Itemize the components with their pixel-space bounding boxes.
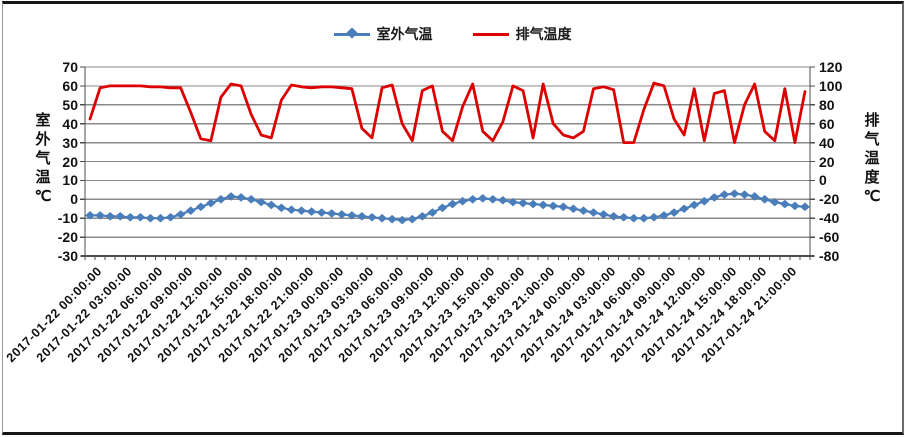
data-point-marker xyxy=(286,205,297,214)
right-axis-title: 排气温度 ℃ xyxy=(862,111,882,206)
data-point-marker xyxy=(638,213,649,223)
data-point-marker xyxy=(397,215,408,225)
legend-item-exhaust-temp: 排气温度 xyxy=(472,24,572,44)
data-point-marker xyxy=(357,212,367,221)
data-point-marker xyxy=(246,195,257,204)
data-point-marker xyxy=(296,206,307,215)
data-point-marker xyxy=(417,212,428,221)
data-point-marker xyxy=(387,214,398,224)
data-point-marker xyxy=(306,207,317,216)
data-point-marker xyxy=(105,212,116,221)
axis-title-char: 外 xyxy=(35,131,51,148)
data-point-marker xyxy=(457,196,468,206)
data-point-marker xyxy=(336,210,347,219)
data-point-marker xyxy=(699,196,710,206)
data-point-marker xyxy=(326,209,337,218)
data-point-marker xyxy=(377,213,387,223)
data-point-marker xyxy=(236,193,246,202)
data-point-marker xyxy=(487,195,498,204)
data-point-marker xyxy=(276,203,287,213)
legend-line-swatch-outdoor xyxy=(333,27,370,39)
axis-title-char: 排 xyxy=(864,112,880,129)
chart-legend: 室外气温 排气温度 xyxy=(0,24,905,44)
data-point-marker xyxy=(669,208,679,217)
data-point-marker xyxy=(729,189,740,198)
data-point-marker xyxy=(558,202,569,212)
data-point-marker xyxy=(256,197,267,207)
data-point-marker xyxy=(548,201,559,211)
data-point-marker xyxy=(85,211,95,220)
axis-title-char: 度 xyxy=(864,169,880,186)
data-point-marker xyxy=(427,208,438,217)
data-point-marker xyxy=(95,211,106,220)
legend-item-outdoor-temp: 室外气温 xyxy=(333,24,433,44)
data-point-marker xyxy=(216,195,226,204)
data-point-marker xyxy=(155,213,166,223)
data-point-marker xyxy=(407,214,418,224)
data-point-marker xyxy=(467,195,478,204)
data-point-marker xyxy=(346,211,357,220)
legend-line-swatch-exhaust xyxy=(472,32,509,36)
data-point-marker xyxy=(628,213,639,223)
data-point-marker xyxy=(518,198,528,208)
data-point-marker xyxy=(779,199,790,209)
data-point-marker xyxy=(266,200,277,210)
axis-title-char: ℃ xyxy=(34,188,52,205)
axis-title-char: 气 xyxy=(35,150,51,167)
legend-label-outdoor-temp: 室外气温 xyxy=(376,26,433,42)
data-point-marker xyxy=(649,212,659,222)
data-point-marker xyxy=(477,194,488,203)
data-point-marker xyxy=(800,202,810,212)
data-point-marker xyxy=(125,212,136,222)
data-point-marker xyxy=(175,210,186,219)
data-point-marker xyxy=(598,210,609,219)
data-point-marker xyxy=(568,204,579,214)
data-point-marker xyxy=(608,212,619,221)
legend-label-exhaust-temp: 排气温度 xyxy=(515,26,572,42)
data-point-marker xyxy=(205,198,216,208)
axis-title-char: 气 xyxy=(864,131,880,148)
data-point-marker xyxy=(588,208,599,217)
data-point-marker xyxy=(749,192,760,201)
data-point-marker xyxy=(185,206,196,215)
data-point-marker xyxy=(659,211,669,220)
data-point-marker xyxy=(165,212,176,222)
data-point-marker xyxy=(316,208,327,217)
data-point-marker xyxy=(739,190,750,199)
data-point-marker xyxy=(618,212,629,222)
data-point-marker xyxy=(367,212,377,222)
data-point-marker xyxy=(769,197,780,207)
axis-title-char: 温 xyxy=(864,150,880,167)
data-point-marker xyxy=(719,190,730,199)
axis-title-char: 温 xyxy=(35,169,51,186)
data-point-marker xyxy=(447,199,458,209)
data-point-marker xyxy=(759,195,770,204)
data-point-marker xyxy=(679,204,690,214)
data-point-marker xyxy=(538,200,549,210)
data-point-marker xyxy=(689,200,700,210)
data-point-marker xyxy=(135,212,146,222)
data-point-marker xyxy=(497,195,508,205)
data-point-marker xyxy=(578,206,589,215)
axis-title-char: ℃ xyxy=(863,188,881,205)
data-point-marker xyxy=(195,202,206,212)
data-point-marker xyxy=(528,199,538,209)
data-point-marker xyxy=(145,213,156,223)
data-point-marker xyxy=(709,193,720,202)
data-point-marker xyxy=(437,203,448,213)
data-point-marker xyxy=(508,197,518,207)
data-point-marker xyxy=(226,192,236,201)
data-point-marker xyxy=(789,201,800,211)
left-axis-title: 室外气温 ℃ xyxy=(33,111,53,206)
data-point-marker xyxy=(115,212,126,221)
exhaust-temp-line xyxy=(88,81,807,145)
axis-title-char: 室 xyxy=(35,112,51,129)
